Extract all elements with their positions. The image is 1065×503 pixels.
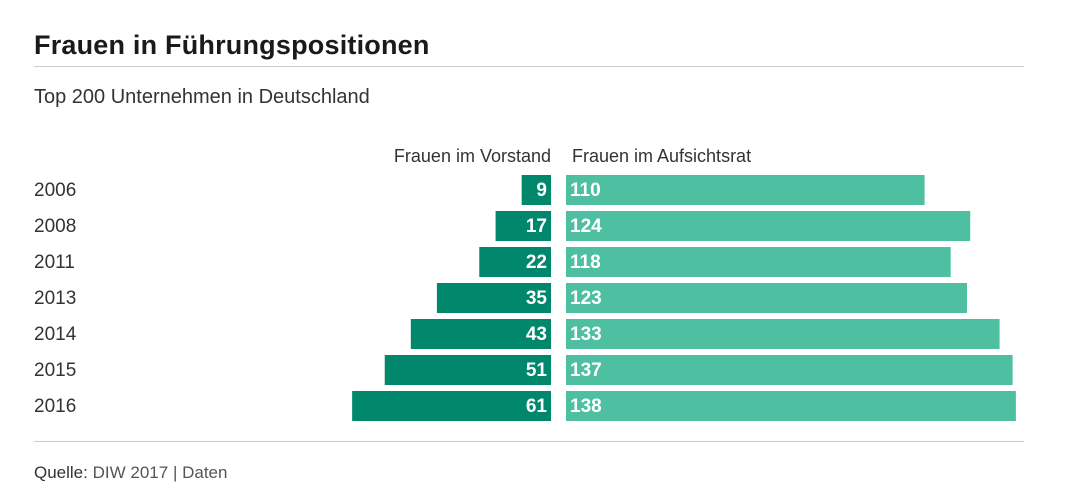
value-label-aufsichtsrat: 137 bbox=[570, 360, 602, 381]
source-note: Quelle: DIW 2017 | Daten bbox=[34, 463, 227, 483]
bar-aufsichtsrat bbox=[566, 319, 1000, 349]
value-label-vorstand: 22 bbox=[526, 252, 547, 273]
value-label-vorstand: 9 bbox=[536, 180, 547, 201]
year-label: 2014 bbox=[34, 324, 77, 345]
value-label-vorstand: 43 bbox=[526, 324, 547, 345]
value-label-aufsichtsrat: 138 bbox=[570, 396, 602, 417]
title-divider bbox=[34, 66, 1024, 67]
bar-aufsichtsrat bbox=[566, 391, 1016, 421]
value-label-aufsichtsrat: 123 bbox=[570, 288, 602, 309]
source-label: Quelle: bbox=[34, 463, 88, 482]
bar-vorstand bbox=[436, 283, 551, 313]
value-label-vorstand: 17 bbox=[526, 216, 547, 237]
bar-vorstand bbox=[352, 391, 551, 421]
source-separator: | bbox=[172, 463, 178, 482]
bar-vorstand bbox=[495, 211, 551, 241]
year-label: 2008 bbox=[34, 216, 76, 237]
value-label-aufsichtsrat: 124 bbox=[570, 216, 602, 237]
bar-vorstand bbox=[479, 247, 551, 277]
bar-aufsichtsrat bbox=[566, 283, 967, 313]
chart-title: Frauen in Führungspositionen bbox=[34, 30, 430, 60]
year-label: 2013 bbox=[34, 288, 76, 309]
bar-aufsichtsrat bbox=[566, 211, 971, 241]
bar-vorstand bbox=[410, 319, 551, 349]
value-label-aufsichtsrat: 118 bbox=[570, 252, 601, 273]
series-label-vorstand: Frauen im Vorstand bbox=[394, 146, 551, 166]
series-label-aufsichtsrat: Frauen im Aufsichtsrat bbox=[572, 146, 751, 166]
year-label: 2016 bbox=[34, 396, 76, 417]
bar-aufsichtsrat bbox=[566, 247, 951, 277]
value-label-aufsichtsrat: 110 bbox=[570, 180, 601, 201]
bar-vorstand bbox=[384, 355, 551, 385]
source-text: DIW 2017 bbox=[92, 463, 169, 482]
value-label-vorstand: 61 bbox=[526, 396, 548, 417]
bar-vorstand bbox=[521, 175, 551, 205]
footer-divider bbox=[34, 441, 1024, 442]
value-label-aufsichtsrat: 133 bbox=[570, 324, 602, 345]
chart-subtitle: Top 200 Unternehmen in Deutschland bbox=[34, 86, 370, 108]
value-label-vorstand: 35 bbox=[526, 288, 548, 309]
bar-aufsichtsrat bbox=[566, 355, 1013, 385]
year-label: 2015 bbox=[34, 360, 76, 381]
value-label-vorstand: 51 bbox=[526, 360, 548, 381]
year-label: 2006 bbox=[34, 180, 76, 201]
source-data-link[interactable]: Daten bbox=[182, 463, 228, 482]
year-label: 2011 bbox=[34, 252, 75, 273]
bar-aufsichtsrat bbox=[566, 175, 925, 205]
